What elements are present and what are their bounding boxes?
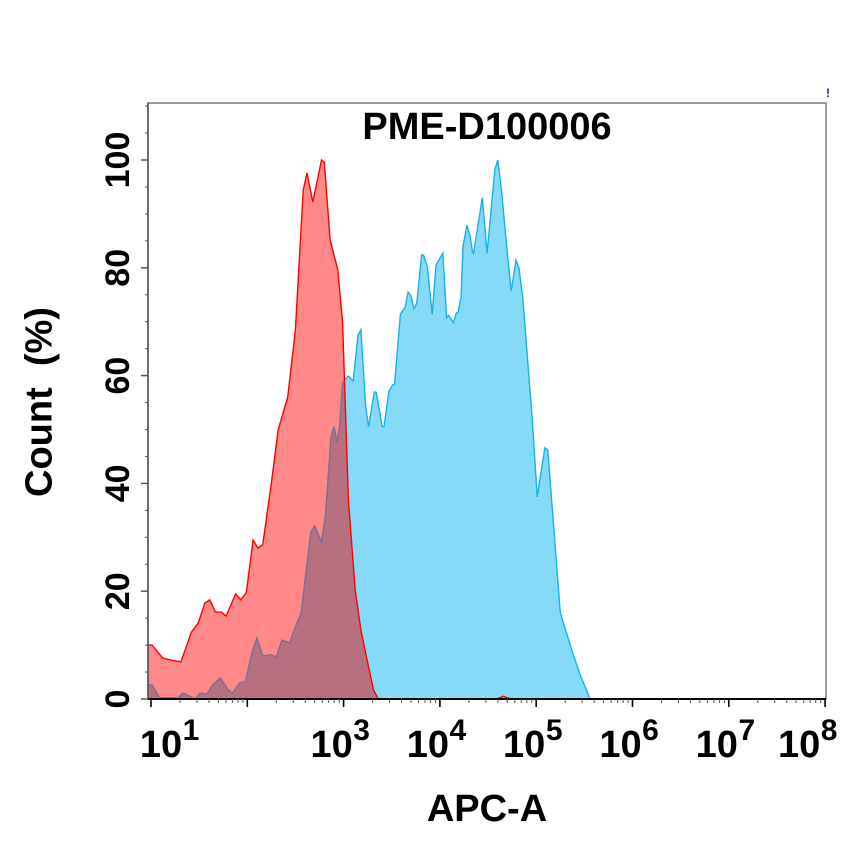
chart-title: PME-D100006 (362, 106, 612, 148)
x-tick-label: 10 (599, 724, 641, 766)
x-tick-label: 10 (778, 724, 820, 766)
y-tick-label: 80 (99, 249, 137, 287)
svg-text:6: 6 (642, 714, 659, 747)
x-tick-label: 10 (696, 724, 738, 766)
x-tick-label: 10 (503, 724, 545, 766)
y-tick-label: 20 (99, 572, 137, 610)
y-tick-label: 60 (99, 357, 137, 395)
series-layer (148, 158, 591, 699)
svg-text:7: 7 (738, 714, 755, 747)
y-tick-label: 40 (99, 464, 137, 502)
svg-text:4: 4 (450, 714, 467, 747)
svg-text:8: 8 (821, 714, 838, 747)
y-axis-label: Count (%) (18, 307, 61, 497)
x-tick-label: 10 (310, 724, 352, 766)
svg-text:3: 3 (353, 714, 370, 747)
y-tick-label: 0 (99, 690, 137, 709)
series-sample-fill (148, 160, 591, 699)
x-axis-label: APC-A (426, 788, 548, 830)
y-tick-label: 100 (99, 132, 137, 189)
x-tick-label: 10 (140, 724, 182, 766)
svg-text:5: 5 (546, 714, 563, 747)
x-tick-label: 10 (407, 724, 449, 766)
series-negative-line (148, 158, 379, 699)
corner-mark: ! (826, 86, 830, 100)
axes-layer (141, 102, 827, 707)
svg-text:1: 1 (183, 714, 200, 747)
